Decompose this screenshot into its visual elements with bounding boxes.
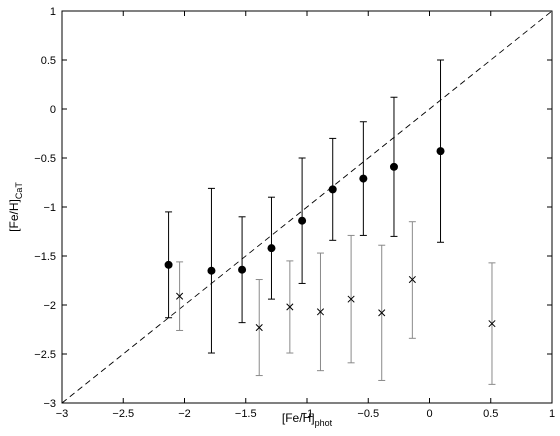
x-axis-label: [Fe/H]phot [282,411,333,428]
circle-point-marker [436,147,445,156]
y-tick-label: 1 [50,6,56,18]
x-tick-label: −0.5 [357,408,379,420]
y-tick-label: −3 [43,398,56,410]
reference-line [61,10,553,404]
x-tick-label: 1 [549,408,555,420]
circle-point-marker [359,174,368,183]
y-axis-label-main: [Fe/H] [7,199,21,232]
circle-point-marker [298,216,307,225]
y-tick-label: 0 [50,104,56,116]
circle-point-marker [164,260,173,269]
y-tick-label: −0.5 [34,153,56,165]
x-tick-label: −2 [178,408,191,420]
circle-point-marker [328,185,337,194]
x-tick-label: 0 [426,408,432,420]
plot-frame [61,10,553,404]
y-tick-label: −1 [43,202,56,214]
y-tick-label: −1.5 [34,251,56,263]
x-tick-label: −1.5 [235,408,257,420]
y-axis-label: [Fe/H]CaT [7,182,24,232]
cross-point-marker-b [378,309,386,317]
cross-point-marker-b [316,308,325,316]
x-tick-labels: −3 −2.5 −2 −1.5 −1 −0.5 0 0.5 1 [56,408,555,420]
y-tick-label: 0.5 [41,55,56,67]
x-tick-label: −3 [56,408,69,420]
y-tick-label: −2.5 [34,349,56,361]
circle-point-marker [267,244,276,253]
x-tick-label: −2.5 [112,408,134,420]
cross-point-marker-b [408,275,416,284]
cross-point-marker-b [286,303,294,311]
cross-point-marker-b [347,295,355,303]
cross-point-marker-b [176,292,184,300]
circle-point-marker [238,265,247,274]
cross-point-marker-b [255,323,263,332]
x-axis-label-main: [Fe/H] [282,411,315,425]
x-tick-label: 0.5 [483,408,498,420]
circle-point-marker [207,266,216,275]
cross-point-marker-b [488,320,496,328]
series-cross [176,221,496,385]
x-tick-label: −1 [301,408,314,420]
x-axis-label-sub: phot [315,418,333,428]
circle-point-marker [389,162,398,171]
y-tick-label: −2 [43,300,56,312]
series-circle [164,59,445,354]
y-tick-labels: −3 −2.5 −2 −1.5 −1 −0.5 0 0.5 1 [34,6,56,410]
y-axis-label-sub: CaT [14,182,24,200]
